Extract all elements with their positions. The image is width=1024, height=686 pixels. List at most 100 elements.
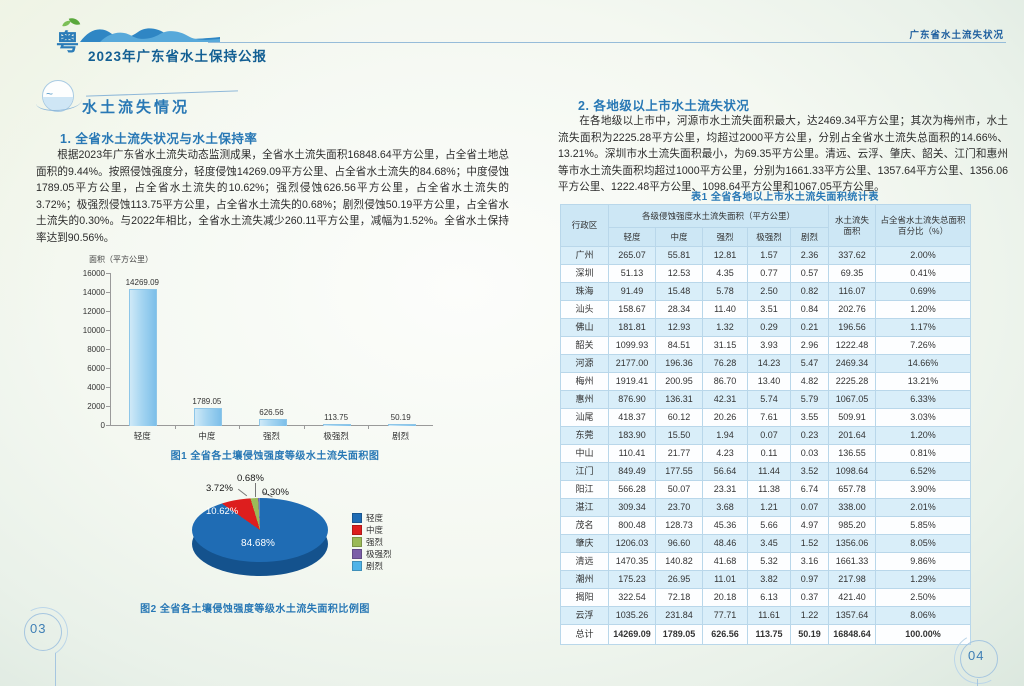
- pie-label-moderate: 10.62%: [206, 506, 239, 517]
- value-cell: 84.51: [655, 336, 703, 355]
- legend-item: 剧烈: [352, 560, 392, 572]
- value-cell: 7.61: [747, 408, 791, 427]
- value-cell: 91.49: [608, 282, 656, 301]
- city-cell: 韶关: [560, 336, 609, 355]
- value-cell: 2.01%: [875, 498, 972, 517]
- city-cell: 惠州: [560, 390, 609, 409]
- y-tick-label: 4000: [87, 383, 105, 392]
- value-cell: 20.18: [702, 588, 748, 607]
- value-cell: 158.67: [608, 300, 656, 319]
- value-cell: 16848.64: [828, 624, 877, 645]
- city-cell: 深圳: [560, 264, 609, 283]
- table-row: 汕头 158.67 28.34 11.40 3.51 0.84 202.76 1.20%: [560, 300, 972, 319]
- table-row: 汕尾 418.37 60.12 20.26 7.61 3.55 509.91 3.03%: [560, 408, 972, 427]
- value-cell: 60.12: [655, 408, 703, 427]
- value-cell: 8.05%: [875, 534, 972, 553]
- value-cell: 3.90%: [875, 480, 972, 499]
- table-row: 茂名 800.48 128.73 45.36 5.66 4.97 985.20 5.85%: [560, 516, 972, 535]
- value-cell: 217.98: [828, 570, 877, 589]
- value-cell: 0.69%: [875, 282, 972, 301]
- table-row: 云浮 1035.26 231.84 77.71 11.61 1.22 1357.64 8.06…: [560, 606, 972, 625]
- city-cell: 珠海: [560, 282, 609, 301]
- city-cell: 梅州: [560, 372, 609, 391]
- value-cell: 41.68: [702, 552, 748, 571]
- value-cell: 1035.26: [608, 606, 656, 625]
- value-cell: 0.84: [789, 300, 830, 319]
- value-cell: 5.47: [789, 354, 830, 373]
- x-tick-label: 强烈: [262, 431, 280, 441]
- value-cell: 2.50%: [875, 588, 972, 607]
- value-cell: 0.11: [747, 444, 791, 463]
- bar-chart-fig1: 面积（平方公里） 0 2000 4000 6000 8000 10000 12000 1400…: [75, 252, 455, 444]
- bar-chart-yaxis: [110, 273, 111, 425]
- y-tick-mark: [106, 273, 110, 274]
- value-cell: 2469.34: [828, 354, 877, 373]
- value-cell: 5.85%: [875, 516, 972, 535]
- legend-item: 中度: [352, 524, 392, 536]
- legend-label: 极强烈: [366, 549, 392, 559]
- legend-item: 轻度: [352, 512, 392, 524]
- table-row: 梅州 1919.41 200.95 86.70 13.40 4.82 2225.28 13.2…: [560, 372, 972, 391]
- value-cell: 0.07: [747, 426, 791, 445]
- value-cell: 113.75: [747, 624, 791, 645]
- value-cell: 3.55: [789, 408, 830, 427]
- value-cell: 11.01: [702, 570, 748, 589]
- value-cell: 0.82: [789, 282, 830, 301]
- value-cell: 140.82: [655, 552, 703, 571]
- value-cell: 201.64: [828, 426, 877, 445]
- value-cell: 1206.03: [608, 534, 656, 553]
- value-cell: 50.07: [655, 480, 703, 499]
- value-cell: 849.49: [608, 462, 656, 481]
- value-cell: 5.66: [747, 516, 791, 535]
- value-cell: 51.13: [608, 264, 656, 283]
- value-cell: 4.23: [702, 444, 748, 463]
- value-cell: 626.56: [702, 624, 748, 645]
- value-cell: 1.20%: [875, 300, 972, 319]
- pie-leader-line: [255, 483, 256, 497]
- value-cell: 2.50: [747, 282, 791, 301]
- x-tick-mark: [303, 425, 305, 429]
- pie-legend: 轻度 中度 强烈 极强烈 剧烈: [352, 512, 392, 572]
- value-cell: 7.26%: [875, 336, 972, 355]
- value-cell: 21.77: [655, 444, 703, 463]
- section1-heading: 1. 全省水土流失状况与水土保持率: [60, 132, 258, 146]
- y-tick-mark: [106, 368, 110, 369]
- value-cell: 202.76: [828, 300, 877, 319]
- value-cell: 231.84: [655, 606, 703, 625]
- legend-label: 轻度: [366, 513, 384, 523]
- bar-chart-ylabel: 面积（平方公里）: [89, 255, 153, 264]
- bar: [193, 408, 222, 426]
- value-cell: 1.32: [702, 318, 748, 337]
- value-cell: 13.21%: [875, 372, 972, 391]
- value-cell: 2.00%: [875, 246, 972, 265]
- bar: [258, 419, 287, 426]
- table-row: 中山 110.41 21.77 4.23 0.11 0.03 136.55 0.81%: [560, 444, 972, 463]
- city-cell: 广州: [560, 246, 609, 265]
- table-row: 深圳 51.13 12.53 4.35 0.77 0.57 69.35 0.41%: [560, 264, 972, 283]
- x-tick-label: 轻度: [133, 431, 151, 441]
- value-cell: 322.54: [608, 588, 656, 607]
- table-row: 河源 2177.00 196.36 76.28 14.23 5.47 2469.34 14.6…: [560, 354, 972, 373]
- value-cell: 196.36: [655, 354, 703, 373]
- pie-label-very-strong: 0.68%: [237, 473, 264, 484]
- value-cell: 100.00%: [875, 624, 972, 645]
- value-cell: 183.90: [608, 426, 656, 445]
- value-cell: 4.35: [702, 264, 748, 283]
- x-tick-label: 极强烈: [323, 431, 349, 441]
- value-cell: 4.82: [789, 372, 830, 391]
- value-cell: 3.82: [747, 570, 791, 589]
- value-cell: 128.73: [655, 516, 703, 535]
- value-cell: 6.52%: [875, 462, 972, 481]
- value-cell: 72.18: [655, 588, 703, 607]
- city-cell: 阳江: [560, 480, 609, 499]
- page-deco-circle: [960, 640, 998, 678]
- y-tick-label: 2000: [87, 402, 105, 411]
- value-cell: 3.93: [747, 336, 791, 355]
- legend-swatch-icon: [352, 561, 362, 571]
- value-cell: 11.61: [747, 606, 791, 625]
- x-tick-mark: [174, 425, 176, 429]
- value-cell: 15.48: [655, 282, 703, 301]
- value-cell: 0.57: [789, 264, 830, 283]
- x-tick-label: 剧烈: [392, 431, 410, 441]
- table-row: 肇庆 1206.03 96.60 48.46 3.45 1.52 1356.06 8.05%: [560, 534, 972, 553]
